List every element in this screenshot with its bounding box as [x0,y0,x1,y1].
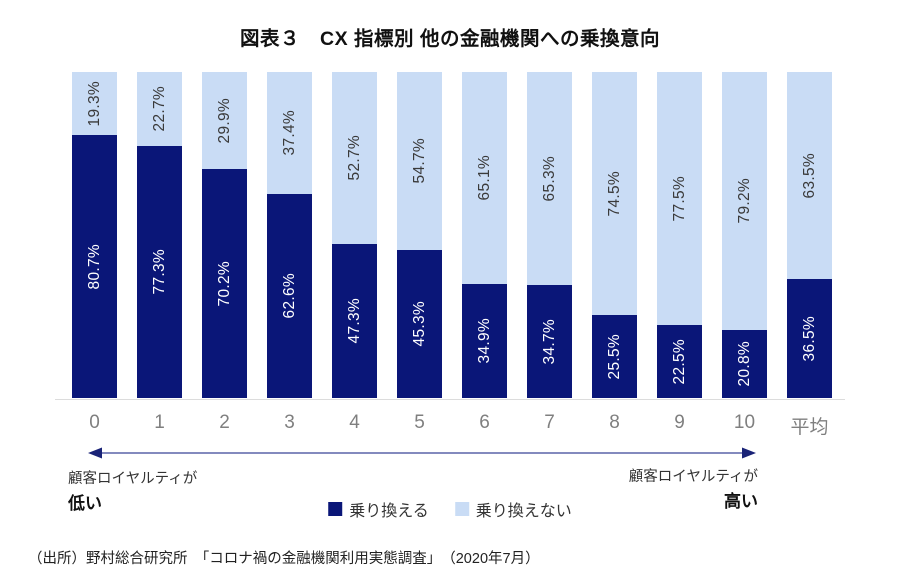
segment-stay: 37.4% [267,72,312,194]
x-axis-line [55,399,845,400]
source-note: （出所）野村総合研究所 「コロナ禍の金融機関利用実態調査」 （2020年7月） [28,551,540,567]
bar-2: 29.9% 70.2% [202,72,247,398]
x-axis-tick-labels: 0 1 2 3 4 5 6 7 8 9 10 平均 [72,412,832,439]
segment-stay: 77.5% [657,72,702,325]
chart-title: 図表３ CX 指標別 他の金融機関への乗換意向 [240,28,660,50]
x-tick-1: 1 [154,412,165,433]
x-tick-平均: 平均 [790,417,829,438]
bar-0: 19.3% 80.7% [72,72,117,398]
legend-swatch-switch [328,502,343,516]
value-label-switch: 20.8% [735,341,753,387]
bar-10: 79.2% 20.8% [722,72,767,398]
x-tick-3: 3 [284,412,295,433]
segment-switch: 62.6% [267,193,312,398]
segment-switch: 47.3% [332,243,377,398]
loyalty-note-high: 顧客ロイヤルティが 高い [629,468,758,512]
loyalty-note-high-line2: 高い [724,492,758,512]
legend-item-switch: 乗り換える [328,497,429,521]
bar-9: 77.5% 22.5% [657,72,702,398]
segment-switch: 22.5% [657,324,702,398]
segment-stay: 63.5% [787,72,832,279]
segment-stay: 74.5% [592,72,637,315]
bar-平均: 63.5% 36.5% [787,72,832,398]
segment-switch: 77.3% [137,146,182,398]
bar-7: 65.3% 34.7% [527,72,572,398]
value-label-switch: 62.6% [280,273,298,319]
arrow-head-left [88,447,102,459]
x-tick-0: 0 [89,412,100,433]
segment-stay: 22.7% [137,72,182,146]
segment-stay: 52.7% [332,72,377,244]
value-label-switch: 80.7% [85,243,103,290]
loyalty-note-low-line2: 低い [68,494,102,514]
value-label-switch: 77.3% [150,249,168,295]
x-tick-4: 4 [349,412,360,433]
x-tick-5: 5 [414,412,425,433]
legend-label-switch: 乗り換える [349,503,429,520]
value-label-stay: 65.1% [475,155,493,201]
segment-stay: 65.3% [527,72,572,285]
segment-switch: 25.5% [592,314,637,398]
segment-switch: 45.3% [397,250,442,398]
chart-legend: 乗り換える 乗り換えない [328,497,572,521]
segment-stay: 19.3% [72,72,117,135]
value-label-stay: 77.5% [670,175,688,222]
loyalty-note-high-line1: 顧客ロイヤルティが [628,469,758,485]
value-label-switch: 45.3% [410,301,428,347]
value-label-stay: 37.4% [280,110,298,156]
value-label-stay: 29.9% [215,97,233,144]
segment-switch: 80.7% [72,134,117,398]
bar-3: 37.4% 62.6% [267,72,312,398]
bar-4: 52.7% 47.3% [332,72,377,398]
value-label-switch: 36.5% [800,315,818,362]
arrow-head-right [742,447,756,459]
value-label-switch: 47.3% [345,298,363,344]
loyalty-note-low: 顧客ロイヤルティが 低い [68,470,197,514]
loyalty-note-low-line1: 顧客ロイヤルティが [68,471,198,487]
value-label-stay: 74.5% [605,170,623,217]
x-tick-10: 10 [733,412,756,433]
segment-switch: 70.2% [202,169,247,398]
segment-switch: 20.8% [722,330,767,398]
value-label-stay: 52.7% [345,135,363,181]
segment-switch: 36.5% [787,279,832,398]
bar-6: 65.1% 34.9% [462,72,507,398]
value-label-stay: 65.3% [540,155,558,202]
value-label-switch: 70.2% [215,260,233,307]
value-label-stay: 22.7% [150,86,168,132]
x-tick-6: 6 [479,412,490,433]
segment-stay: 29.9% [202,72,247,170]
legend-item-stay: 乗り換えない [454,497,572,521]
stacked-bar-plot: 19.3% 80.7% 22.7% 77.3% 29.9% 70.2% 37.4% 62.6%… [72,72,832,398]
x-tick-8: 8 [609,412,620,433]
segment-switch: 34.7% [527,284,572,398]
value-label-switch: 34.9% [475,318,493,364]
bar-5: 54.7% 45.3% [397,72,442,398]
x-tick-7: 7 [544,412,555,433]
bar-8: 74.5% 25.5% [592,72,637,398]
value-label-switch: 22.5% [670,338,688,385]
segment-stay: 54.7% [397,72,442,251]
value-label-stay: 79.2% [735,178,753,224]
value-label-switch: 25.5% [605,333,623,380]
legend-swatch-stay [454,502,469,516]
x-tick-9: 9 [674,412,685,433]
loyalty-axis-arrow [88,447,756,459]
segment-switch: 34.9% [462,284,507,398]
value-label-stay: 63.5% [800,152,818,199]
legend-label-stay: 乗り換えない [475,503,572,520]
value-label-stay: 19.3% [85,80,103,127]
bar-1: 22.7% 77.3% [137,72,182,398]
value-label-switch: 34.7% [540,318,558,365]
value-label-stay: 54.7% [410,138,428,184]
segment-stay: 65.1% [462,72,507,285]
x-tick-2: 2 [219,412,230,433]
segment-stay: 79.2% [722,72,767,331]
